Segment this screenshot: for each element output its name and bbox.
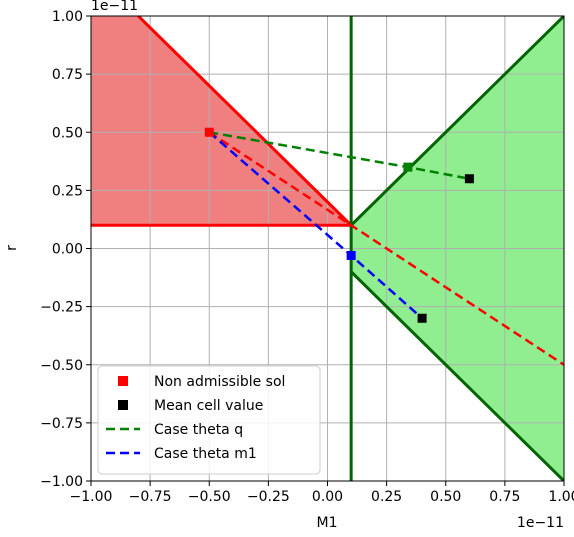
y-axis-label: r	[4, 245, 20, 251]
legend-box	[97, 365, 321, 475]
region-0	[91, 16, 352, 226]
y-tick-label: 0.50	[52, 125, 83, 141]
legend-marker	[118, 400, 128, 410]
data-point-marker	[403, 162, 413, 172]
x-tick-label: −0.75	[129, 489, 172, 505]
reference-dashed-line	[208, 131, 564, 366]
y-tick-label: −0.50	[40, 358, 83, 374]
y-scale-note: 1e−11	[91, 0, 138, 14]
y-tick-label: −0.25	[40, 300, 83, 316]
y-tick-label: 0.75	[52, 67, 83, 83]
y-tick-label: 0.25	[52, 183, 83, 199]
x-tick-label: 1.00	[548, 489, 574, 505]
legend: Non admissible sol Mean cell value Case th…	[97, 365, 321, 475]
x-tick-label: −0.25	[247, 489, 290, 505]
y-tick-label: −0.75	[40, 416, 83, 432]
legend-label: Case theta q	[154, 422, 243, 438]
x-tick-label: −0.50	[188, 489, 231, 505]
y-tick-label: −1.00	[40, 474, 83, 490]
y-tick-label: 1.00	[52, 9, 83, 25]
legend-label: Non admissible sol	[154, 374, 285, 390]
boundary-line-4	[350, 270, 564, 481]
x-tick-label: 0.25	[371, 489, 402, 505]
x-tick-label: 0.00	[312, 489, 343, 505]
x-tick-label: 0.75	[489, 489, 520, 505]
x-tick-label: −1.00	[70, 489, 113, 505]
ticks: −1.00 −0.75 −0.50 −0.25 0.00 0.25 0.50 0.75 1.00…	[40, 9, 574, 505]
markers	[204, 127, 474, 323]
x-axis-label: M1	[317, 515, 338, 531]
lines	[91, 16, 564, 481]
legend-marker	[118, 376, 128, 386]
x-tick-label: 0.50	[430, 489, 461, 505]
data-point-marker	[417, 313, 427, 323]
legend-label: Case theta m1	[154, 446, 257, 462]
x-scale-note: 1e−11	[517, 515, 564, 531]
legend-label: Mean cell value	[154, 398, 263, 414]
data-point-marker	[464, 174, 474, 184]
boundary-line-3	[350, 16, 564, 227]
data-point-marker	[346, 250, 356, 260]
data-point-marker	[204, 127, 214, 137]
boundary-line-0	[137, 16, 353, 227]
y-tick-label: 0.00	[52, 242, 83, 258]
